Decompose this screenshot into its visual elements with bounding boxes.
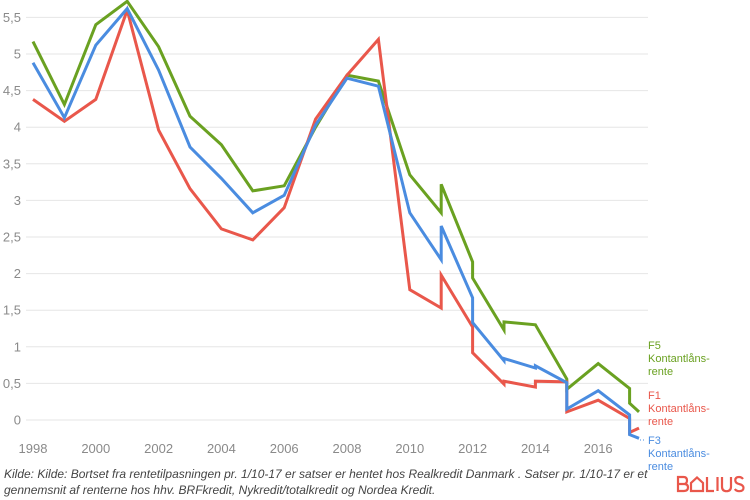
series-line-f1 (32, 4, 640, 435)
y-tick-label: 4 (14, 120, 21, 135)
x-tick-label: 2004 (207, 441, 236, 456)
y-tick-label: 0 (14, 413, 21, 428)
series-labels: F5Kontantlåns-renteF1Kontantlåns-renteF3… (640, 340, 710, 473)
y-tick-label: 1 (14, 339, 21, 354)
x-tick-label: 2006 (270, 441, 299, 456)
y-tick-label: 5,5 (3, 10, 21, 25)
series-label-line: F5 (648, 340, 661, 352)
y-tick-label: 0,5 (3, 376, 21, 391)
x-tick-label: 2008 (333, 441, 362, 456)
series-label-line: rente (648, 366, 673, 378)
y-tick-label: 1,5 (3, 303, 21, 318)
x-tick-label: 2010 (395, 441, 424, 456)
series-label-line: F1 (648, 390, 661, 402)
x-tick-label: 2016 (584, 441, 613, 456)
x-tick-label: 2002 (144, 441, 173, 456)
series-line-f3 (31, 5, 640, 440)
y-tick-label: 4,5 (3, 83, 21, 98)
y-tick-label: 3,5 (3, 156, 21, 171)
logo-mark (676, 475, 745, 493)
series-label-line: Kontantlåns- (648, 403, 710, 415)
series-label-line: rente (648, 461, 673, 473)
y-tick-label: 5 (14, 47, 21, 62)
x-tick-label: 1998 (19, 441, 48, 456)
bolius-logo (676, 475, 745, 493)
source-note: Kilde: Kilde: Bortset fra rentetilpasnin… (4, 467, 648, 497)
series-label-line: F3 (648, 435, 661, 447)
x-tick-label: 2000 (81, 441, 110, 456)
x-tick-label: 2014 (521, 441, 550, 456)
y-tick-label: 2,5 (3, 230, 21, 245)
y-tick-label: 2 (14, 266, 21, 281)
x-axis-ticks: 1998 2000 2002 2004 2006 2008 2010 2012 2014 2016 (19, 441, 613, 456)
y-axis-ticks: 0 0,5 1 1,5 2 2,5 3 3,5 4 4,5 5 5,5 (3, 10, 21, 428)
x-tick-label: 2012 (458, 441, 487, 456)
series-label-line: rente (648, 416, 673, 428)
y-tick-label: 3 (14, 193, 21, 208)
series-lines (31, 0, 641, 440)
series-label-line: Kontantlåns- (648, 448, 710, 460)
series-line-f5 (31, 0, 641, 414)
series-label-line: Kontantlåns- (648, 353, 710, 365)
